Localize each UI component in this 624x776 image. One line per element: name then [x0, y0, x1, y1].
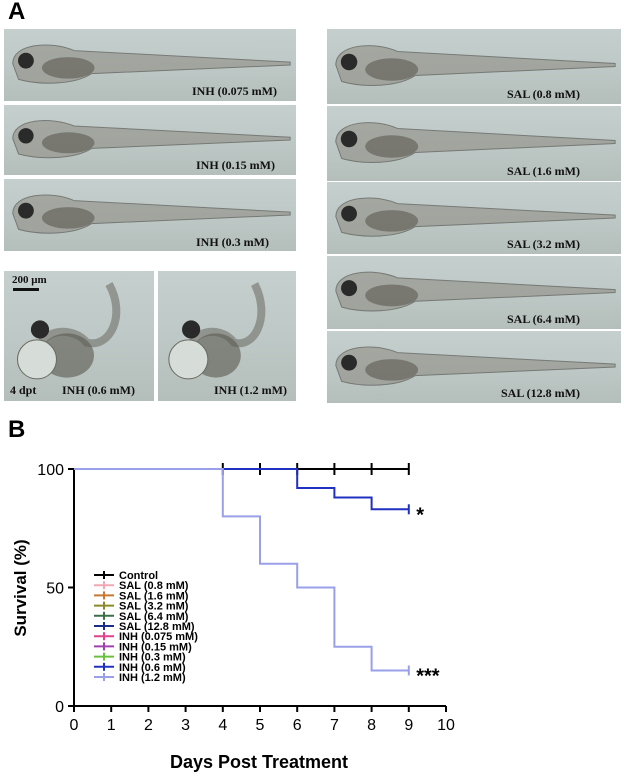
x-tick-label: 7 — [330, 717, 339, 734]
x-tick-label: 4 — [218, 717, 227, 734]
image-label: INH (0.6 mM) — [62, 383, 135, 397]
x-tick-label: 8 — [367, 717, 376, 734]
legend-label: INH (0.6 mM) — [119, 662, 186, 674]
zebrafish-larva — [335, 197, 616, 237]
zebrafish-larva — [335, 122, 616, 163]
image-label: INH (1.2 mM) — [214, 383, 287, 397]
x-tick-label: 9 — [404, 717, 413, 734]
legend-label: INH (0.15 mM) — [119, 641, 192, 653]
x-tick-label: 3 — [181, 717, 190, 734]
image-label: INH (0.075 mM) — [192, 84, 277, 98]
image-label: SAL (6.4 mM) — [507, 312, 580, 326]
series-line-11 — [74, 468, 409, 672]
zebrafish-larva — [335, 271, 616, 312]
micrograph-sal-32: SAL (3.2 mM) — [327, 182, 621, 254]
image-label: INH (0.15 mM) — [196, 158, 275, 172]
micrograph-inh-06: 200 μm 4 dpt INH (0.6 mM) — [4, 271, 154, 401]
zebrafish-larva — [335, 45, 616, 86]
series-line-10 — [74, 468, 409, 511]
image-label: SAL (12.8 mM) — [501, 386, 580, 400]
significance-marker: * — [416, 504, 424, 526]
legend-label: INH (0.075 mM) — [119, 631, 198, 643]
panel-b-letter: B — [8, 416, 26, 443]
micrograph-sal-64: SAL (6.4 mM) — [327, 256, 621, 329]
chart-series — [74, 463, 410, 676]
y-axis-label: Survival (%) — [11, 539, 30, 636]
legend-label: SAL (0.8 mM) — [119, 580, 189, 592]
x-tick-label: 6 — [293, 717, 302, 734]
scale-bar — [13, 288, 39, 291]
zebrafish-larva — [12, 44, 291, 84]
x-axis-label: Days Post Treatment — [170, 752, 348, 772]
x-tick-label: 0 — [70, 717, 79, 734]
micrograph-inh-12: INH (1.2 mM) — [158, 271, 296, 401]
legend-label: SAL (3.2 mM) — [119, 601, 189, 613]
x-tick-label: 10 — [437, 717, 455, 734]
chart-annotations: **** — [416, 504, 440, 687]
zebrafish-larva — [17, 282, 121, 380]
zebrafish-larva — [335, 346, 616, 386]
micrograph-inh-015: INH (0.15 mM) — [4, 105, 296, 175]
image-label: INH (0.3 mM) — [196, 235, 269, 249]
y-tick-label: 0 — [55, 699, 64, 716]
legend-label: Control — [119, 570, 158, 582]
micrograph-inh-0075: INH (0.075 mM) — [4, 29, 296, 101]
image-label: SAL (1.6 mM) — [507, 164, 580, 178]
legend-label: INH (1.2 mM) — [119, 672, 186, 684]
image-label: SAL (0.8 mM) — [507, 87, 580, 101]
micrograph-sal-128: SAL (12.8 mM) — [327, 331, 621, 403]
scale-bar-label: 200 μm — [12, 274, 47, 286]
legend-label: SAL (6.4 mM) — [119, 611, 189, 623]
micrograph-inh-03: INH (0.3 mM) — [4, 179, 296, 251]
x-tick-label: 5 — [256, 717, 265, 734]
legend-label: SAL (1.6 mM) — [119, 590, 189, 602]
legend-label: INH (0.3 mM) — [119, 652, 186, 664]
image-label: SAL (3.2 mM) — [507, 237, 580, 251]
zebrafish-larva — [12, 120, 291, 159]
micrograph-sal-08: SAL (0.8 mM) — [327, 29, 621, 104]
micrograph-sal-16: SAL (1.6 mM) — [327, 106, 621, 181]
time-label: 4 dpt — [10, 383, 37, 397]
panel-a-letter: A — [8, 0, 26, 25]
x-tick-label: 2 — [144, 717, 153, 734]
zebrafish-larva — [168, 282, 266, 380]
significance-marker: *** — [416, 665, 440, 687]
x-tick-label: 1 — [107, 717, 116, 734]
y-tick-label: 100 — [37, 462, 64, 479]
legend-label: SAL (12.8 mM) — [119, 621, 195, 633]
zebrafish-larva — [12, 194, 291, 234]
y-tick-label: 50 — [46, 581, 64, 598]
